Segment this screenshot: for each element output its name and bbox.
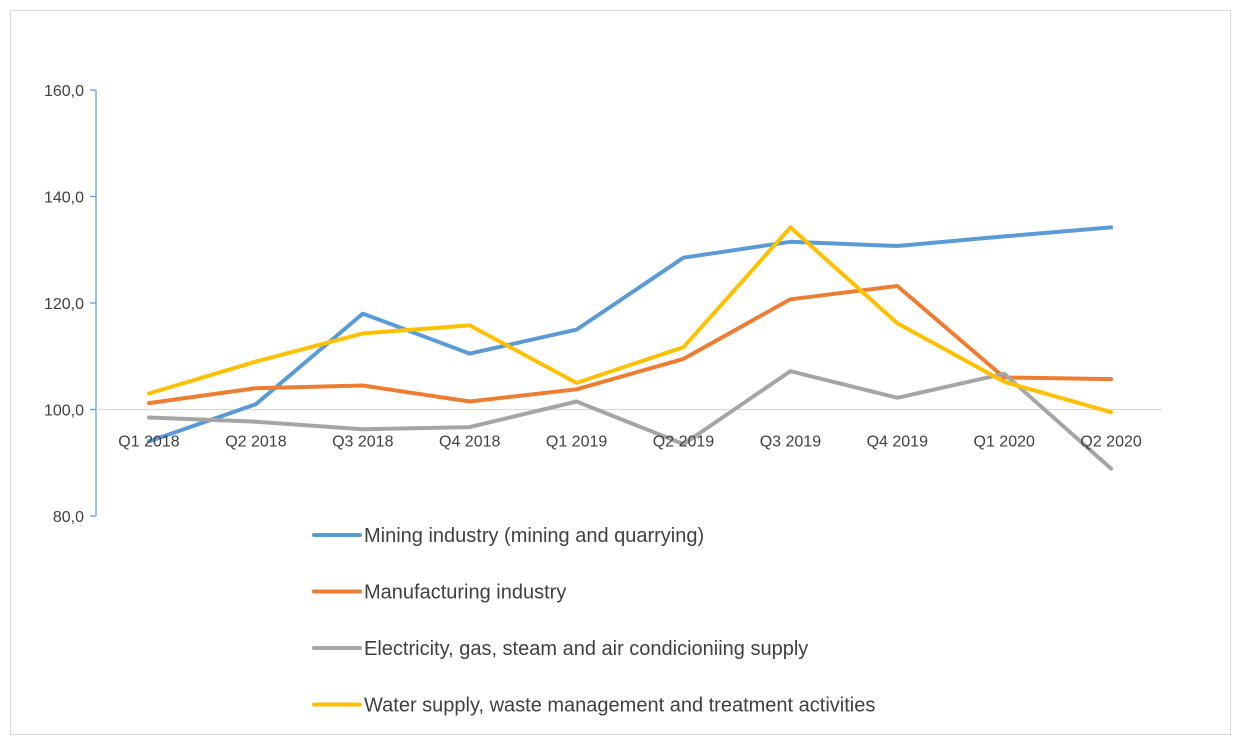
x-tick-label: Q4 2018 [439, 434, 500, 451]
chart-legend: Mining industry (mining and quarrying) Ma… [312, 525, 875, 717]
x-tick-label: Q2 2020 [1080, 434, 1141, 451]
x-tick-label: Q3 2018 [332, 434, 393, 451]
chart-axes: 80,0 100,0 120,0 140,0 160,0 [44, 83, 1162, 526]
legend-label: Mining industry (mining and quarrying) [364, 525, 704, 547]
x-tick-label: Q1 2018 [118, 434, 179, 451]
y-tick-label: 120,0 [44, 296, 84, 313]
series-line-2 [147, 284, 1114, 406]
x-tick-label: Q3 2019 [760, 434, 821, 451]
y-tick-label: 80,0 [53, 509, 84, 526]
y-tick-label: 100,0 [44, 403, 84, 420]
series-line-1 [147, 225, 1114, 444]
legend-label: Electricity, gas, steam and air condicio… [364, 638, 808, 660]
y-tick-label: 160,0 [44, 83, 84, 100]
x-tick-label: Q2 2018 [225, 434, 286, 451]
x-tick-label: Q2 2019 [653, 434, 714, 451]
legend-label: Water supply, waste management and treat… [364, 695, 875, 717]
series-line-3 [147, 369, 1114, 471]
legend-label: Manufacturing industry [364, 582, 566, 604]
y-tick-label: 140,0 [44, 190, 84, 207]
series-line-4 [147, 225, 1114, 415]
x-tick-label: Q1 2020 [974, 434, 1035, 451]
x-tick-label: Q1 2019 [546, 434, 607, 451]
x-tick-label: Q4 2019 [867, 434, 928, 451]
category-labels: Q1 2018 Q2 2018 Q3 2018 Q4 2018 Q1 2019 Q2 20… [118, 434, 1142, 451]
series-lines [147, 225, 1114, 471]
